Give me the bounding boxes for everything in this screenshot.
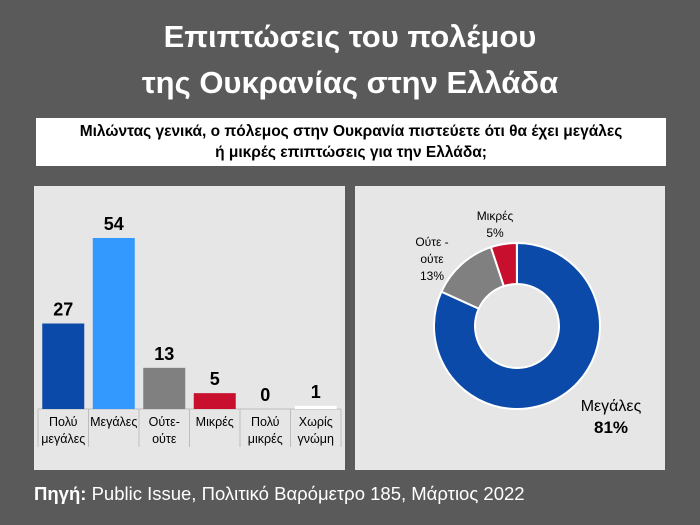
data-label: 1 [311, 382, 321, 402]
question-line-2: ή μικρές επιπτώσεις για την Ελλάδα; [215, 144, 487, 161]
category-label: ούτε [152, 432, 177, 446]
donut-chart: Μεγάλες 81% Ούτε - ούτε 13% Μικρές 5% [415, 209, 642, 437]
slice-value-label: 81% [594, 418, 628, 437]
category-label: Μεγάλες [90, 415, 137, 429]
title-line-1: Επιπτώσεις του πολέμου [163, 19, 537, 54]
bar [143, 367, 186, 409]
slice-label: Μεγάλες [581, 398, 642, 415]
data-label: 0 [260, 385, 270, 405]
data-label: 13 [154, 344, 174, 364]
category-label: μικρές [248, 432, 283, 446]
slice-label: Μικρές [477, 209, 514, 223]
donut-slice [433, 241, 601, 410]
bar-chart-panel: 27 Πολύ μεγάλες 54 Μεγάλες 13 Ούτε-ούτε 5 Μικρές… [34, 186, 345, 470]
category-label: Πολύ [251, 415, 280, 429]
data-label: 5 [210, 369, 220, 389]
category-label: γνώμη [298, 432, 334, 446]
title-line-2: της Ουκρανίας στην Ελλάδα [141, 65, 559, 100]
data-label: 54 [104, 214, 124, 234]
source-label: Πηγή: [34, 483, 87, 504]
bar [42, 323, 85, 409]
slice-value-label: 5% [486, 226, 504, 240]
category-label: Χωρίς [299, 415, 333, 429]
category-label: Μικρές [196, 415, 234, 429]
donut-chart-panel: Μεγάλες 81% Ούτε - ούτε 13% Μικρές 5% [355, 186, 665, 470]
slice-label: Ούτε - [415, 235, 448, 249]
source-note: Πηγή: Public Issue, Πολιτικό Βαρόμετρο 1… [34, 483, 525, 505]
source-text: Public Issue, Πολιτικό Βαρόμετρο 185, Μά… [91, 483, 525, 504]
category-label: Πολύ [49, 415, 78, 429]
bar [294, 405, 337, 409]
category-label: Ούτε- [149, 415, 180, 429]
slice-value-label: 13% [420, 269, 444, 283]
bar-chart: 27 Πολύ μεγάλες 54 Μεγάλες 13 Ούτε-ούτε 5 Μικρές… [37, 214, 342, 447]
question-box: Μιλώντας γενικά, ο πόλεμος στην Ουκρανία… [36, 118, 666, 166]
bar [193, 393, 236, 409]
page-title: Επιπτώσεις του πολέμου της Ουκρανίας στη… [0, 14, 700, 106]
slice-label: ούτε [420, 252, 444, 266]
question-line-1: Μιλώντας γενικά, ο πόλεμος στην Ουκρανία… [79, 123, 623, 140]
donut-slice [489, 241, 518, 288]
bar [92, 238, 135, 409]
data-label: 27 [53, 300, 73, 320]
category-label: μεγάλες [41, 432, 85, 446]
